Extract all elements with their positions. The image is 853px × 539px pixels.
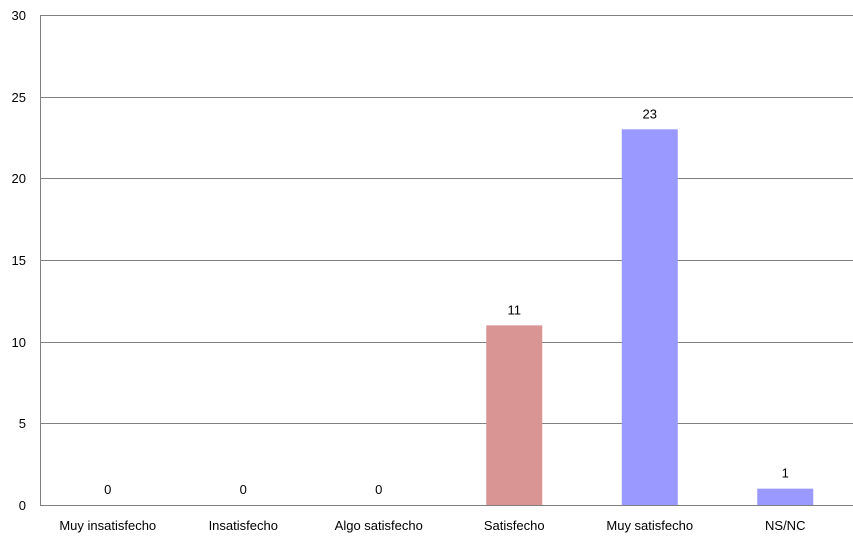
y-tick-label: 20 bbox=[12, 171, 26, 186]
x-tick-label: Muy satisfecho bbox=[606, 518, 693, 533]
x-axis: Muy insatisfecho Insatisfecho Algo satisfe… bbox=[40, 505, 853, 533]
y-tick-label: 15 bbox=[12, 253, 26, 268]
gridlines bbox=[40, 15, 853, 424]
bar bbox=[486, 325, 543, 505]
data-label: 23 bbox=[643, 106, 657, 121]
data-label: 0 bbox=[104, 482, 111, 497]
y-tick-label: 0 bbox=[19, 498, 26, 513]
data-label: 0 bbox=[240, 482, 247, 497]
y-tick-label: 25 bbox=[12, 90, 26, 105]
data-label: 11 bbox=[508, 302, 522, 317]
data-labels: 0 0 0 11 23 1 bbox=[104, 106, 789, 497]
bar bbox=[757, 488, 814, 505]
y-axis: 0 5 10 15 20 25 30 bbox=[12, 8, 41, 513]
x-tick-label: Algo satisfecho bbox=[335, 518, 423, 533]
data-label: 0 bbox=[375, 482, 382, 497]
y-tick-label: 10 bbox=[12, 335, 26, 350]
x-tick-label: NS/NC bbox=[765, 518, 805, 533]
bars bbox=[486, 129, 814, 506]
y-tick-label: 5 bbox=[19, 416, 26, 431]
data-label: 1 bbox=[782, 466, 789, 481]
x-tick-label: Muy insatisfecho bbox=[59, 518, 156, 533]
y-tick-label: 30 bbox=[12, 8, 26, 23]
bar bbox=[621, 129, 678, 506]
x-tick-label: Insatisfecho bbox=[209, 518, 278, 533]
x-tick-label: Satisfecho bbox=[484, 518, 545, 533]
